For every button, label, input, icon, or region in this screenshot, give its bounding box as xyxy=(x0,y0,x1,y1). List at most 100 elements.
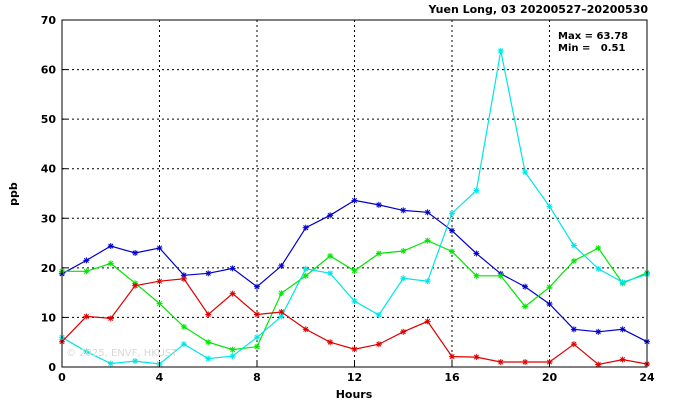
y-tick-label: 50 xyxy=(41,113,57,126)
data-point xyxy=(83,348,90,355)
data-point xyxy=(278,308,285,315)
data-point xyxy=(595,328,602,335)
data-point xyxy=(619,356,626,363)
series-line xyxy=(61,50,648,365)
data-point xyxy=(449,353,455,360)
data-point xyxy=(619,326,626,333)
data-point xyxy=(107,243,114,250)
x-axis-label: Hours xyxy=(336,388,373,401)
data-point xyxy=(546,284,553,291)
data-point xyxy=(570,341,577,348)
x-axis-ticks: 0 4 8 12 16 20 24 xyxy=(58,362,655,384)
data-point xyxy=(522,303,529,310)
data-point xyxy=(302,272,309,279)
data-point xyxy=(473,272,480,279)
data-point xyxy=(205,270,212,277)
data-point xyxy=(522,169,529,176)
data-point xyxy=(570,326,577,333)
data-point xyxy=(229,346,236,353)
data-point xyxy=(424,318,431,325)
y-tick-label: 60 xyxy=(41,64,57,77)
data-point xyxy=(254,334,260,341)
data-point xyxy=(132,358,139,365)
data-point xyxy=(83,268,90,275)
data-point xyxy=(302,224,309,231)
data-point xyxy=(570,242,577,249)
watermark: © 2025, ENVF, HKUST xyxy=(66,348,178,359)
data-point xyxy=(400,275,407,282)
data-point xyxy=(180,275,187,282)
y-tick-label: 30 xyxy=(41,212,57,225)
data-point xyxy=(473,187,480,194)
x-tick-label: 4 xyxy=(156,371,164,384)
chart-title: Yuen Long, 03 20200527–20200530 xyxy=(428,3,649,16)
y-tick-label: 40 xyxy=(41,163,57,176)
data-point xyxy=(595,245,602,252)
data-point xyxy=(327,252,334,259)
data-point xyxy=(351,197,358,204)
x-tick-label: 24 xyxy=(639,371,655,384)
data-point xyxy=(327,212,334,219)
x-tick-label: 0 xyxy=(58,371,66,384)
data-point xyxy=(570,257,577,264)
data-point xyxy=(473,354,480,361)
data-point xyxy=(180,323,187,330)
data-point xyxy=(254,283,260,290)
data-point xyxy=(107,360,114,367)
y-tick-label: 10 xyxy=(41,311,57,324)
data-point xyxy=(83,313,90,320)
data-point xyxy=(522,283,529,290)
data-point xyxy=(156,278,163,285)
data-point xyxy=(351,298,358,305)
data-point xyxy=(424,209,431,216)
data-point xyxy=(302,265,309,272)
y-tick-label: 0 xyxy=(48,361,56,374)
data-point xyxy=(595,265,602,272)
data-point xyxy=(229,265,236,272)
data-point xyxy=(229,290,236,297)
data-point xyxy=(375,250,382,257)
data-point xyxy=(205,355,212,362)
data-point xyxy=(522,359,529,366)
data-point xyxy=(254,343,260,350)
data-point xyxy=(497,359,504,366)
y-axis-label: ppb xyxy=(7,182,20,206)
data-point xyxy=(132,249,139,256)
data-point xyxy=(400,328,407,335)
data-point xyxy=(107,260,114,267)
data-point xyxy=(595,361,602,368)
data-point xyxy=(449,210,455,217)
data-point xyxy=(278,290,285,297)
data-point xyxy=(327,270,334,277)
data-point xyxy=(424,237,431,244)
data-point xyxy=(375,341,382,348)
data-point xyxy=(497,47,504,54)
x-tick-label: 20 xyxy=(542,371,558,384)
y-tick-label: 20 xyxy=(41,262,57,275)
data-point xyxy=(449,248,455,255)
data-point xyxy=(327,339,334,346)
data-point xyxy=(107,315,114,322)
data-point xyxy=(351,267,358,274)
data-point xyxy=(180,341,187,348)
data-point xyxy=(619,279,626,286)
data-point xyxy=(302,326,309,333)
data-point xyxy=(156,245,163,252)
data-point xyxy=(351,346,358,353)
x-tick-label: 8 xyxy=(253,371,261,384)
data-point xyxy=(400,248,407,255)
data-point xyxy=(400,207,407,214)
data-point xyxy=(205,339,212,346)
data-point xyxy=(83,257,90,264)
data-point xyxy=(449,227,455,234)
min-stat: Min = 0.51 xyxy=(558,43,626,54)
data-point xyxy=(132,282,139,289)
data-point xyxy=(546,203,553,210)
data-point xyxy=(254,311,260,318)
x-tick-label: 12 xyxy=(347,371,362,384)
data-point xyxy=(278,262,285,269)
data-point xyxy=(497,272,504,279)
y-axis-ticks: 0 10 20 30 40 50 60 70 xyxy=(41,14,67,374)
data-point xyxy=(473,250,480,257)
